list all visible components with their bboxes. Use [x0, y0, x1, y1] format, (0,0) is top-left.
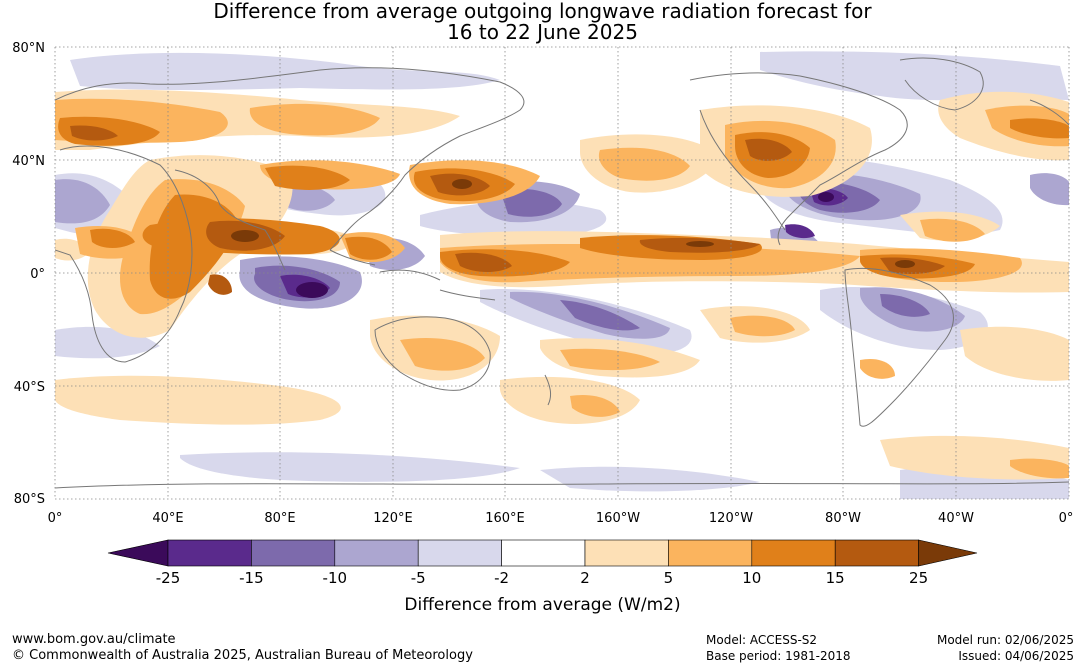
colorbar-segment [751, 539, 836, 567]
colorbar-tick-label: 15 [826, 569, 845, 587]
colorbar-tick-label: -2 [494, 569, 509, 587]
colorbar-segment [501, 539, 586, 567]
colorbar-label: Difference from average (W/m2) [404, 595, 681, 615]
colorbar-tick-label: 25 [909, 569, 928, 587]
lat-label-equator: 0° [30, 267, 45, 282]
colorbar-segment [251, 539, 336, 567]
colorbar-extend-low [107, 539, 169, 567]
lat-label-80s: 80°S [14, 492, 45, 507]
colorbar-segment [417, 539, 502, 567]
graticule [54, 46, 1070, 500]
footer-model-run: Model run: 02/06/2025 [936, 633, 1074, 647]
colorbar-tick-label: 10 [742, 569, 761, 587]
map-title-line-1: Difference from average outgoing longwav… [213, 0, 872, 23]
lon-label-0-left: 0° [48, 511, 63, 526]
colorbar-segment [584, 539, 669, 567]
anomaly-field [55, 47, 1069, 499]
colorbar-tick-label: -25 [156, 569, 181, 587]
lon-label-80e: 80°E [264, 511, 295, 526]
colorbar-segment [334, 539, 419, 567]
colorbar: -25 -15 -10 -5 -2 2 5 10 15 25 [107, 539, 978, 587]
lon-label-0-right: 0° [1059, 511, 1074, 526]
lon-label-40e: 40°E [152, 511, 183, 526]
colorbar-segment [668, 539, 753, 567]
lat-label-40s: 40°S [14, 380, 45, 395]
footer-copyright: © Commonwealth of Australia 2025, Austra… [12, 648, 473, 663]
lon-label-80w: 80°W [825, 511, 861, 526]
footer-base-period: Base period: 1981-2018 [706, 649, 851, 663]
lon-label-120w: 120°W [709, 511, 753, 526]
colorbar-segment [167, 539, 252, 567]
lat-label-80n: 80°N [12, 41, 45, 56]
footer-model: Model: ACCESS-S2 [706, 633, 818, 647]
lon-label-120e: 120°E [373, 511, 413, 526]
colorbar-tick-label: -10 [323, 569, 348, 587]
colorbar-tick-label: -15 [239, 569, 264, 587]
colorbar-tick-label: 2 [580, 569, 590, 587]
footer-issued: Issued: 04/06/2025 [958, 649, 1074, 663]
colorbar-extend-high [918, 539, 978, 567]
lat-label-40n: 40°N [12, 154, 45, 169]
lon-label-40w: 40°W [938, 511, 974, 526]
colorbar-tick-label: -5 [411, 569, 426, 587]
colorbar-segment [834, 539, 919, 567]
lon-label-160e: 160°E [485, 511, 525, 526]
map-title-line-2: 16 to 22 June 2025 [447, 20, 638, 44]
colorbar-tick-label: 5 [664, 569, 674, 587]
lon-label-160w: 160°W [596, 511, 640, 526]
footer-website: www.bom.gov.au/climate [12, 632, 176, 647]
